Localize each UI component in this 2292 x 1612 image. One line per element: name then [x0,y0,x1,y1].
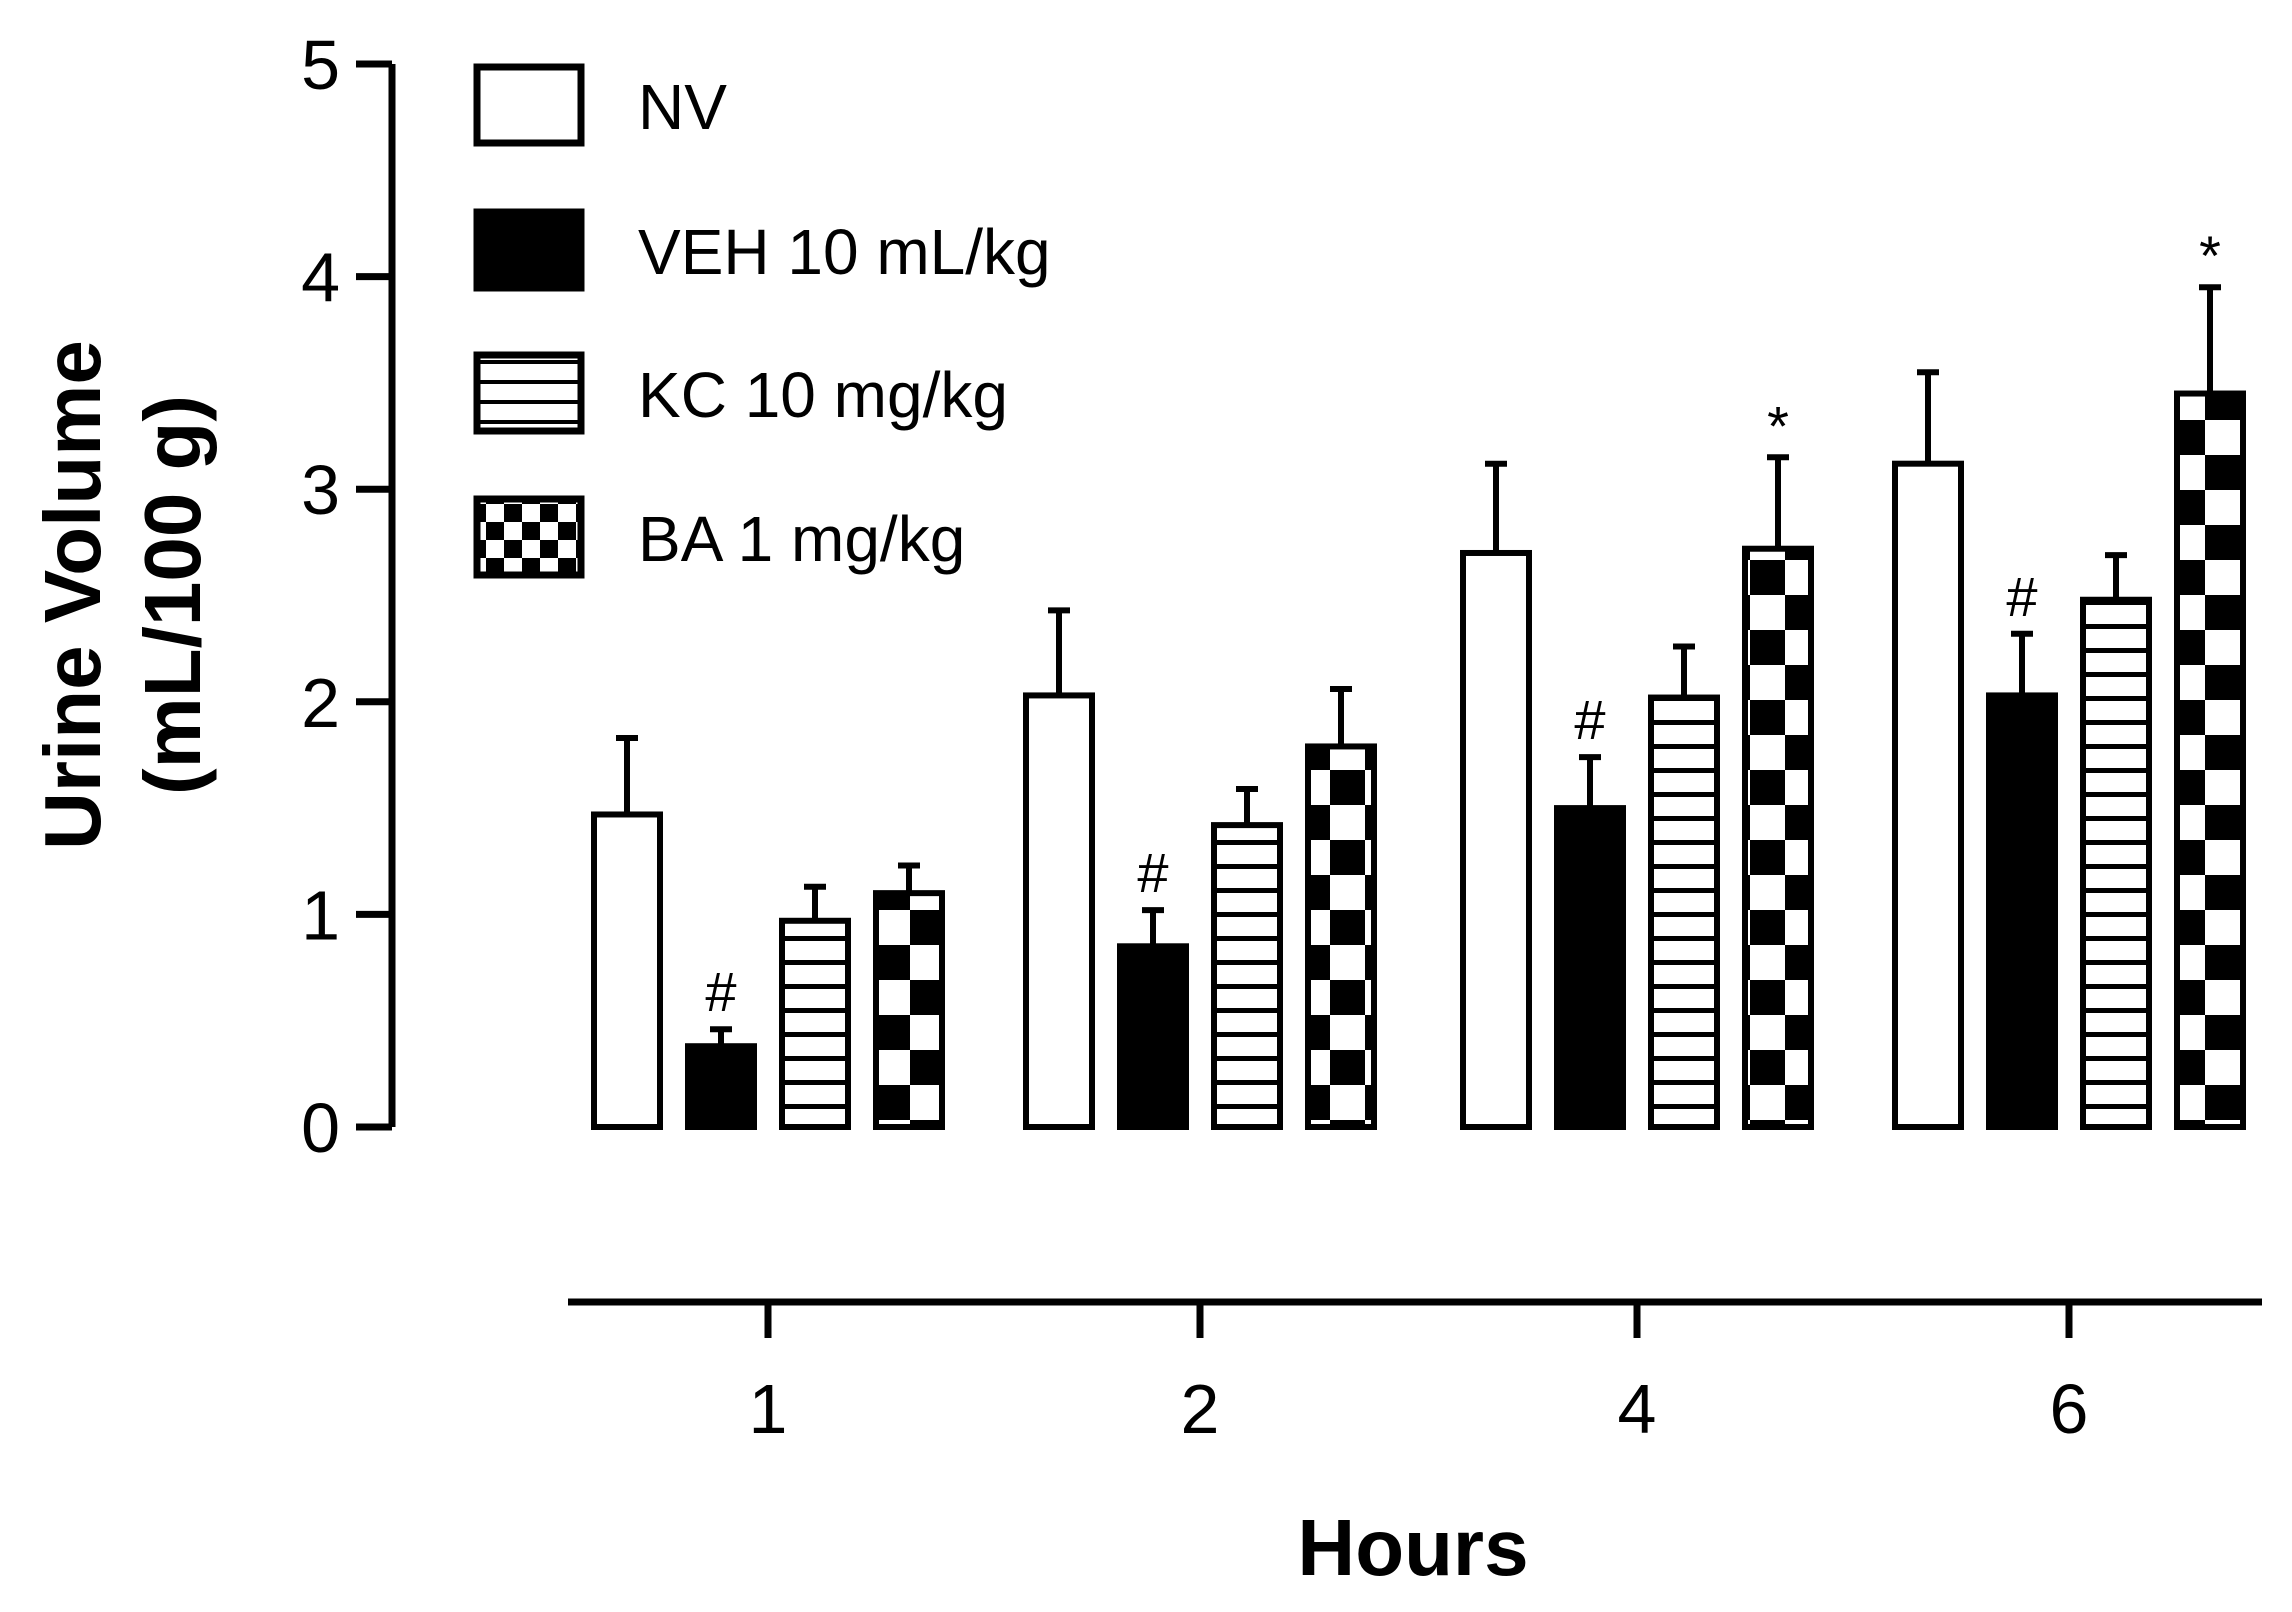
bar-white-2 [1460,549,1532,1130]
significance-hash-2: # [1574,688,1605,751]
significance-hash-0: # [705,960,736,1023]
significance-star-3: * [2199,224,2221,287]
bar-groups: ###*#* [591,224,2246,1131]
bar-black-3 [1986,692,2058,1130]
y-tick-label-0: 0 [301,1089,340,1167]
bar-stripes-2 [1648,694,1720,1130]
x-axis-ticks: 1 2 4 6 [749,1302,2089,1448]
bar-group-6: #* [1892,224,2246,1130]
y-tick-label-5: 5 [301,26,340,104]
legend-swatch-checker [473,495,585,579]
significance-hash-3: # [2006,565,2037,628]
bar-checker-0 [873,890,945,1131]
y-tick-label-4: 4 [301,239,340,317]
legend: NV VEH 10 mL/kg KC 10 mg/kg BA 1 mg/kg [473,63,1051,579]
bar-black-2 [1554,805,1626,1130]
bar-stripes-0 [779,917,851,1131]
x-tick-label-0: 1 [749,1370,788,1448]
y-axis-ticks: 0 1 2 3 4 5 [301,26,392,1167]
bar-white-0 [591,811,663,1131]
bar-checker-1 [1305,743,1377,1130]
y-tick-label-3: 3 [301,451,340,529]
bar-stripes-1 [1211,822,1283,1130]
legend-item-2: KC 10 mg/kg [473,351,1008,435]
y-axis-title-line1: Urine Volume [28,340,117,850]
x-axis-title: Hours [1297,1503,1528,1592]
legend-swatch-white [473,63,585,147]
bar-checker-2 [1742,545,1814,1130]
legend-label-2: KC 10 mg/kg [638,359,1008,431]
bar-stripes-3 [2080,596,2152,1130]
y-tick-label-2: 2 [301,664,340,742]
bar-black-1 [1117,943,1189,1130]
bar-white-3 [1892,460,1964,1130]
x-tick-label-2: 4 [1618,1370,1657,1448]
bar-checker-3 [2174,390,2246,1130]
legend-item-1: VEH 10 mL/kg [473,208,1051,292]
significance-star-2: * [1767,394,1789,457]
y-tick-label-1: 1 [301,876,340,954]
x-tick-label-3: 6 [2050,1370,2089,1448]
legend-label-3: BA 1 mg/kg [638,503,965,575]
legend-item-3: BA 1 mg/kg [473,495,965,579]
significance-hash-1: # [1137,841,1168,904]
bar-white-1 [1023,692,1095,1130]
legend-label-0: NV [638,71,727,143]
legend-swatch-black [473,208,585,292]
x-tick-label-1: 2 [1181,1370,1220,1448]
bar-black-0 [685,1043,757,1131]
y-axis-title-line2: (mL/100 g) [128,395,217,795]
legend-label-1: VEH 10 mL/kg [638,216,1051,288]
bar-group-4: #* [1460,394,1814,1130]
legend-swatch-stripes [473,351,585,435]
legend-item-0: NV [473,63,727,147]
bar-group-2: # [1023,607,1377,1130]
bar-group-1: # [591,734,945,1131]
